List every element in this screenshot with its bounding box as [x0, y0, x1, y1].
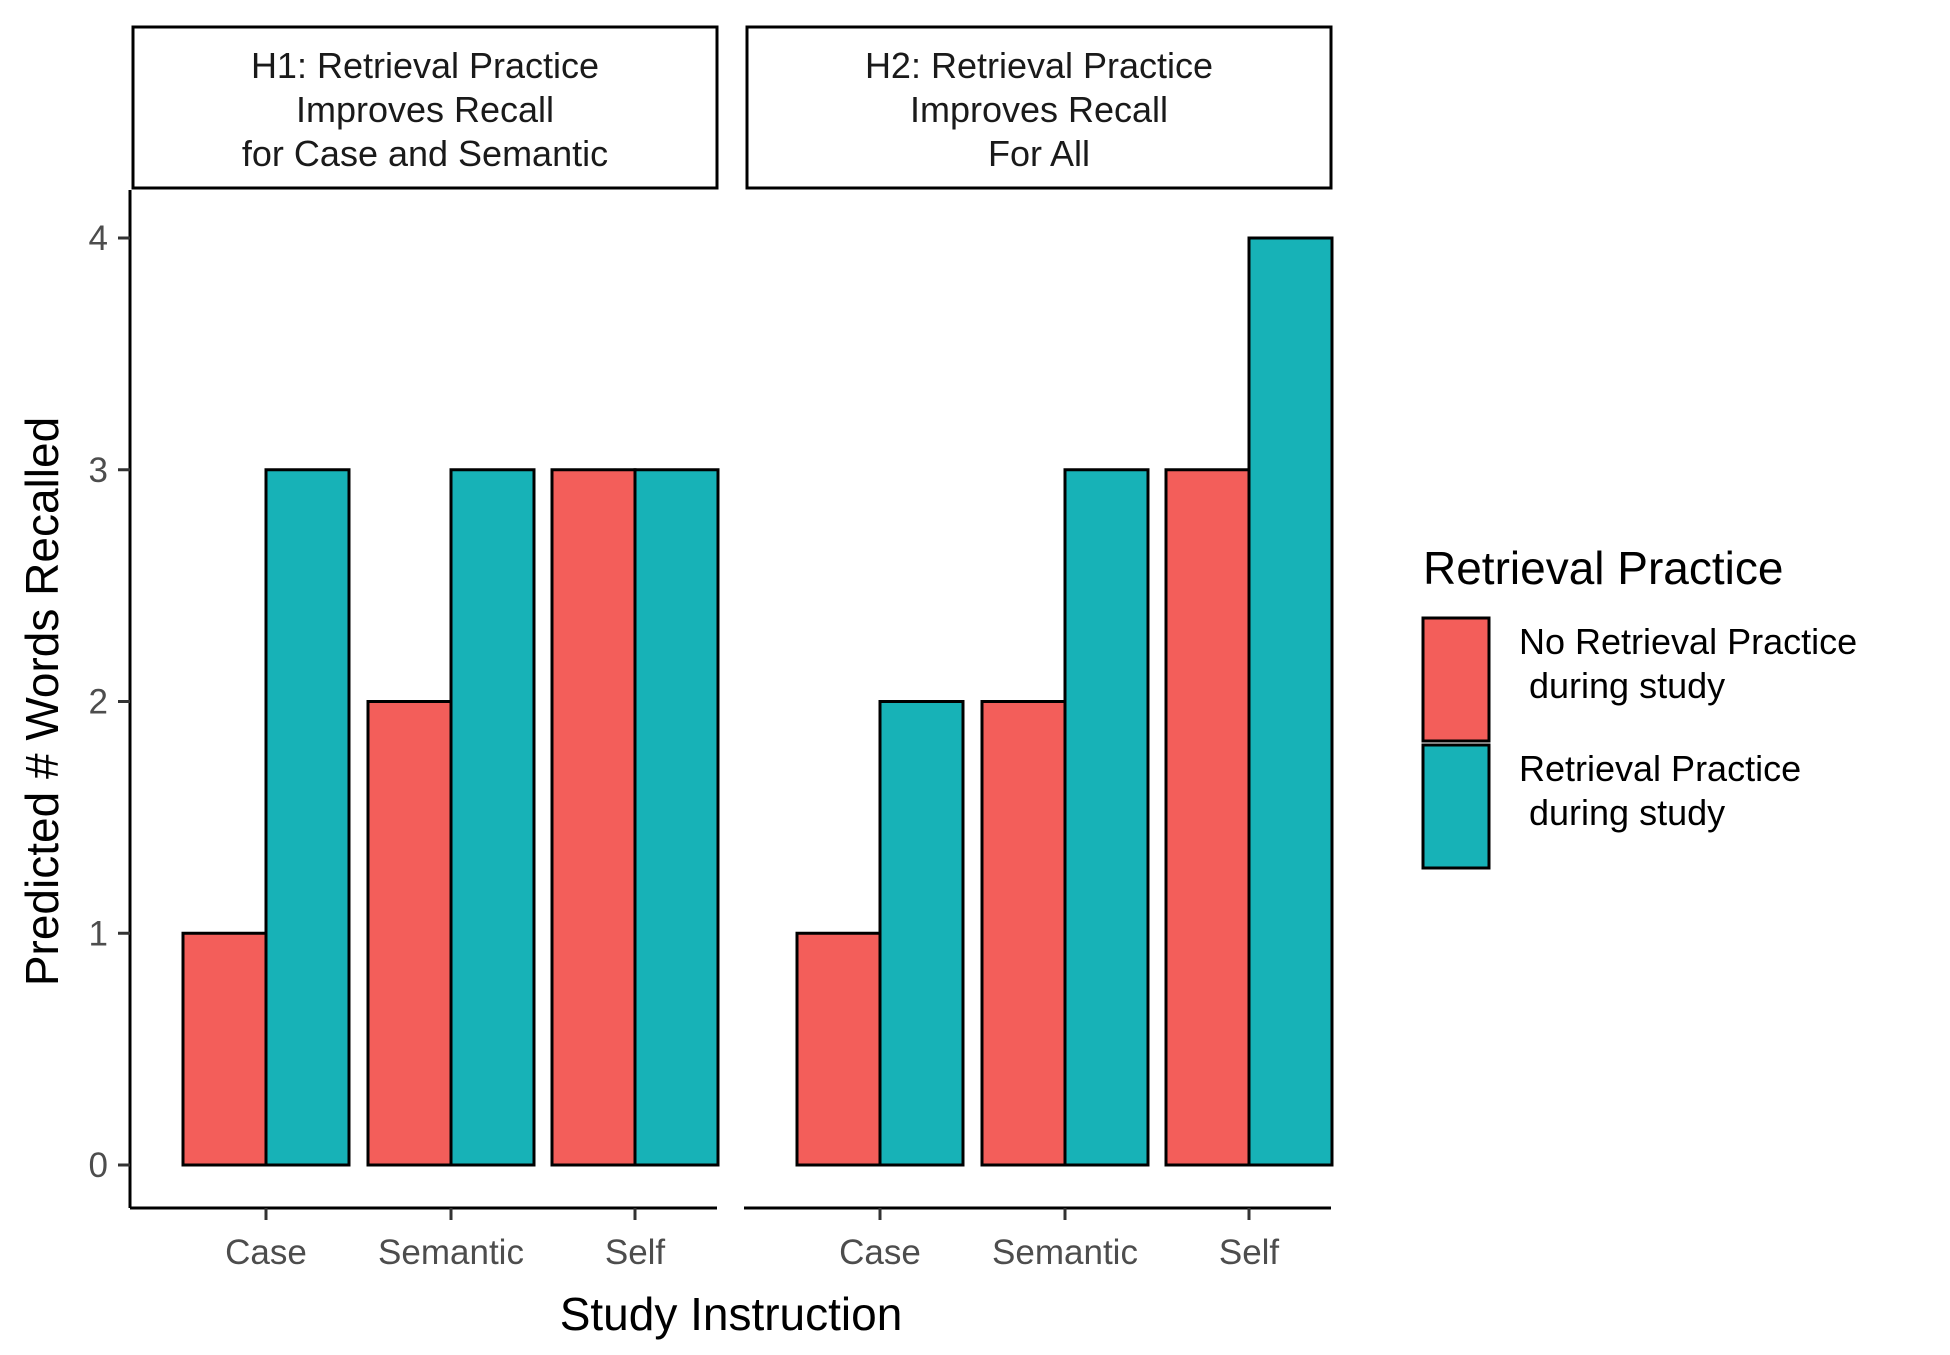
- y-tick-label-2: 2: [89, 683, 108, 722]
- bar-panel1-semantic-series1: [366, 700, 453, 1167]
- facet-strip-text-1-line-3: for Case and Semantic: [242, 133, 608, 174]
- x-tick-label-panel2-case: Case: [839, 1233, 921, 1272]
- facet-strip-1: [131, 25, 719, 190]
- bar-panel1-self-series2: [633, 468, 720, 1167]
- legend-label-1-line-1: No Retrieval Practice: [1519, 621, 1857, 662]
- bar-panel2-self-series1: [1164, 468, 1251, 1167]
- x-axis-title: Study Instruction: [560, 1288, 903, 1340]
- bar-panel1-semantic-series2: [449, 468, 536, 1167]
- x-tick-label-panel1-case: Case: [225, 1233, 307, 1272]
- bar-panel1-case-series2: [264, 468, 351, 1167]
- facet-strip-text-1-line-1: H1: Retrieval Practice: [251, 45, 599, 86]
- x-tick-label-panel1-semantic: Semantic: [378, 1233, 524, 1272]
- legend-title: Retrieval Practice: [1423, 542, 1783, 594]
- legend-key-1: [1421, 616, 1491, 743]
- x-tick-label-panel2-semantic: Semantic: [992, 1233, 1138, 1272]
- x-tick-label-panel1-self: Self: [605, 1233, 666, 1272]
- bar-panel2-case-series2: [878, 700, 965, 1167]
- y-tick-label-0: 0: [89, 1146, 108, 1185]
- legend-label-1-line-2: during study: [1519, 665, 1725, 706]
- facet-strip-text-2-line-2: Improves Recall: [910, 89, 1168, 130]
- legend-label-2-line-2: during study: [1519, 792, 1725, 833]
- facet-strip-2: [745, 25, 1333, 190]
- bar-panel2-case-series1: [795, 931, 882, 1167]
- facet-strip-text-2-line-3: For All: [988, 133, 1090, 174]
- y-tick-label-3: 3: [89, 451, 108, 490]
- facet-strip-text-1-line-2: Improves Recall: [296, 89, 554, 130]
- x-tick-label-panel2-self: Self: [1219, 1233, 1280, 1272]
- bar-panel2-semantic-series1: [980, 700, 1067, 1167]
- bar-panel1-case-series1: [181, 931, 268, 1167]
- bar-panel2-self-series2: [1247, 236, 1334, 1167]
- y-tick-label-1: 1: [89, 914, 108, 953]
- legend-key-2: [1421, 743, 1491, 870]
- y-axis-title: Predicted # Words Recalled: [16, 417, 68, 986]
- bar-panel2-semantic-series2: [1063, 468, 1150, 1167]
- y-tick-label-4: 4: [89, 219, 108, 258]
- facet-strip-text-2-line-1: H2: Retrieval Practice: [865, 45, 1213, 86]
- bar-panel1-self-series1: [550, 468, 637, 1167]
- legend-label-2-line-1: Retrieval Practice: [1519, 748, 1801, 789]
